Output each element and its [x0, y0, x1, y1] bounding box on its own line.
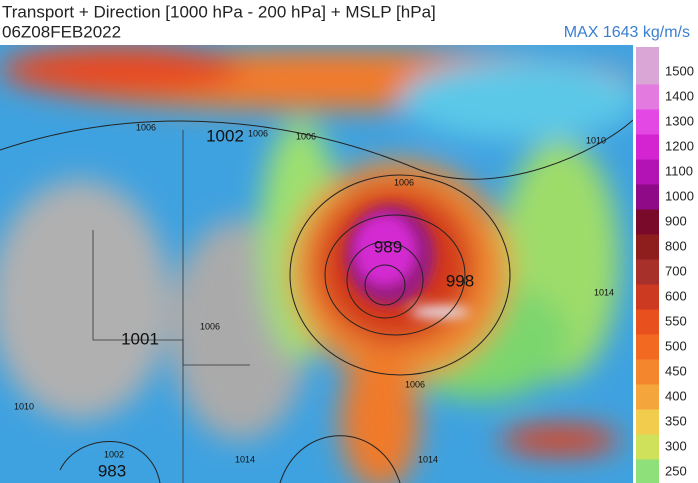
colorbar-label: 700 [665, 263, 687, 278]
pressure-label: 1006 [200, 321, 220, 331]
colorbar-segment [636, 159, 659, 185]
colorbar-segment [636, 134, 659, 160]
max-label: MAX 1643 kg/m/s [564, 24, 690, 41]
colorbar-label: 1200 [665, 138, 694, 153]
colorbar-label: 300 [665, 438, 687, 453]
pressure-label: 1006 [248, 128, 268, 138]
colorbar-segment [636, 284, 659, 310]
pressure-label: 1010 [586, 135, 606, 145]
pressure-label: 1010 [14, 401, 34, 411]
colorbar-label: 900 [665, 213, 687, 228]
colorbar-segment [636, 234, 659, 260]
colorbar-segment [636, 359, 659, 385]
colorbar-label: 250 [665, 463, 687, 478]
pressure-label: 983 [98, 461, 126, 480]
colorbar-segment [636, 334, 659, 360]
colorbar: 1500 1400 1300 1200 1100 1000 900 800 700 600 550 5… [636, 47, 694, 483]
colorbar-segment [636, 47, 659, 85]
pressure-label: 1002 [104, 449, 124, 459]
pressure-label: 989 [374, 237, 402, 256]
colorbar-label: 450 [665, 363, 687, 378]
colorbar-label: 500 [665, 338, 687, 353]
pressure-labels: 1002 1001 989 998 983 1006 1006 1006 1006 1006 100… [14, 122, 614, 480]
colorbar-label: 600 [665, 288, 687, 303]
pressure-label: 1006 [296, 131, 316, 141]
isobars [0, 119, 633, 483]
colorbar-label: 1100 [665, 163, 693, 178]
colorbar-label: 1300 [665, 113, 694, 128]
pressure-label: 998 [446, 271, 474, 290]
colorbar-label: 550 [665, 313, 687, 328]
colorbar-label: 1400 [665, 88, 694, 103]
colorbar-segment [636, 459, 659, 483]
pressure-label: 1014 [594, 287, 614, 297]
map-field [0, 45, 633, 483]
colorbar-segment [636, 259, 659, 285]
pressure-label: 1001 [121, 329, 159, 348]
colorbar-segment [636, 384, 659, 410]
colorbar-segment [636, 184, 659, 210]
colorbar-segment [636, 434, 659, 460]
colorbar-segment [636, 84, 659, 110]
pressure-label: 1006 [405, 379, 425, 389]
colorbar-segment [636, 109, 659, 135]
pressure-label: 1014 [418, 454, 438, 464]
colorbar-segment [636, 309, 659, 335]
colorbar-segment [636, 409, 659, 435]
colorbar-label: 350 [665, 413, 687, 428]
title: Transport + Direction [1000 hPa - 200 hP… [2, 2, 436, 21]
colorbar-segment [636, 209, 659, 235]
colorbar-label: 1000 [665, 188, 694, 203]
pressure-label: 1014 [235, 454, 255, 464]
date: 06Z08FEB2022 [2, 22, 121, 41]
pressure-label: 1002 [206, 126, 244, 145]
pressure-label: 1006 [136, 122, 156, 132]
colorbar-label: 800 [665, 238, 687, 253]
colorbar-label: 1500 [665, 63, 694, 78]
borders [92, 130, 250, 483]
colorbar-label: 400 [665, 388, 687, 403]
pressure-label: 1006 [394, 177, 414, 187]
